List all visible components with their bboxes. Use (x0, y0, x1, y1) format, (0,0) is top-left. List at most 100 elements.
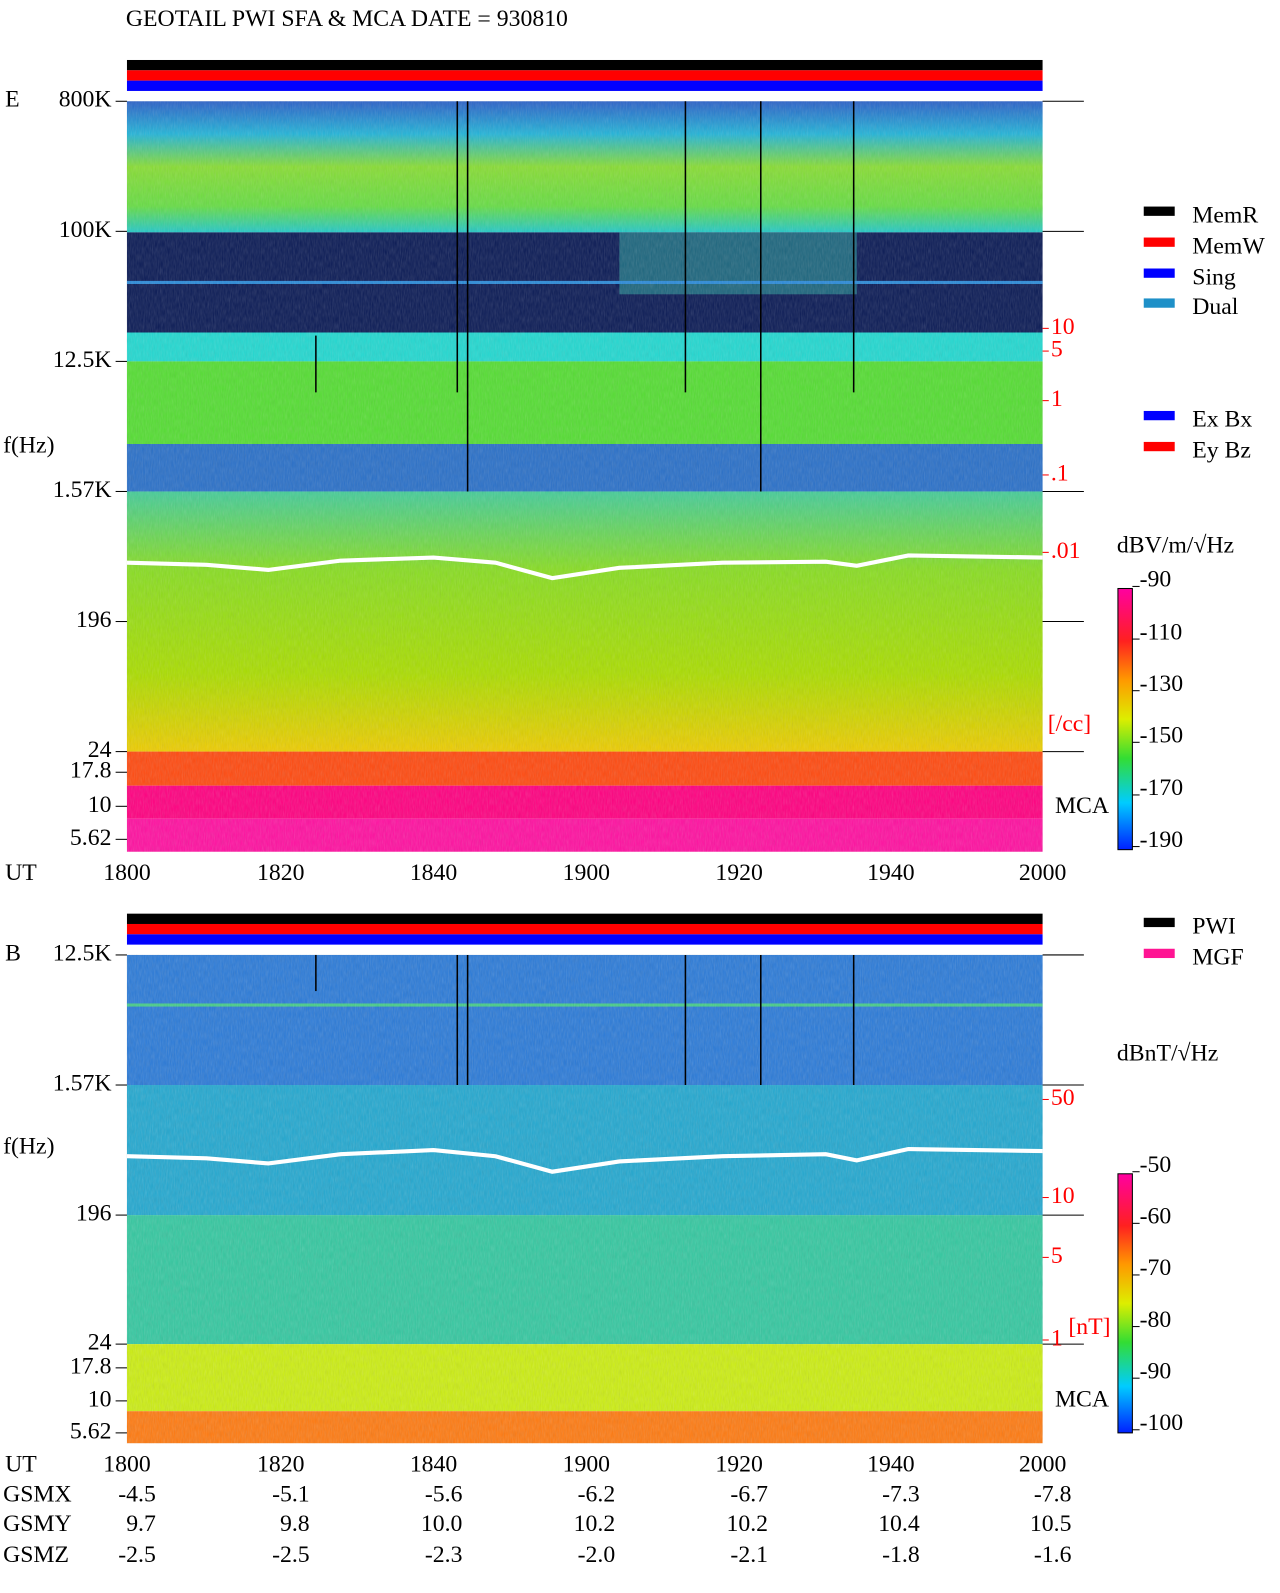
legend-swatch (1143, 268, 1175, 278)
orbit-value: -2.3 (425, 1542, 463, 1568)
colorbar-tick-label: -90 (1140, 567, 1172, 593)
orbit-value: -4.5 (118, 1481, 156, 1507)
orbit-value: 10.2 (574, 1511, 616, 1537)
density-unit: [nT] (1068, 1314, 1110, 1340)
colorbar-tick-label: -170 (1140, 775, 1184, 801)
freq-tick-label: 10 (88, 792, 112, 818)
freq-tick-label: 196 (76, 607, 112, 633)
legend-swatch (1143, 298, 1175, 308)
freq-tick-label: 196 (76, 1201, 112, 1227)
colorbar-tick-label: -60 (1140, 1204, 1172, 1230)
time-tick-label: 1800 (103, 860, 150, 886)
density-tick-label: 5 (1051, 337, 1063, 363)
orbit-value: 10.2 (726, 1511, 768, 1537)
orbit-value: -7.3 (882, 1481, 920, 1507)
orbit-value: 10.5 (1030, 1511, 1072, 1537)
legend-swatch (1143, 948, 1175, 959)
colorbar-unit: dBnT/√Hz (1117, 1041, 1218, 1067)
orbit-value: 10.4 (878, 1511, 920, 1537)
orbit-value: 10.0 (421, 1511, 463, 1537)
time-tick-label: 1940 (867, 1451, 914, 1477)
axis-label: f(Hz) (3, 433, 54, 459)
legend-swatch (1143, 441, 1175, 452)
time-axis-label: UT (5, 860, 37, 886)
legend-label: Ex Bx (1192, 407, 1252, 433)
orbit-value: -1.6 (1034, 1542, 1072, 1568)
time-tick-label: 1800 (103, 1451, 150, 1477)
orbit-value: -2.5 (272, 1542, 310, 1568)
legend-swatch (1143, 237, 1175, 247)
freq-tick-label: 24 (88, 737, 112, 763)
orbit-value: -2.0 (578, 1542, 616, 1568)
colorbar-tick-label: -150 (1140, 723, 1184, 749)
legend-label: MGF (1192, 945, 1243, 971)
colorbar-tick-label: -130 (1140, 671, 1184, 697)
density-tick-label: 1 (1051, 386, 1063, 412)
freq-tick-label: 17.8 (70, 1353, 112, 1379)
legend-label: Ey Bz (1192, 438, 1251, 464)
freq-tick-label: 5.62 (70, 825, 112, 851)
freq-tick-label: 17.8 (70, 758, 112, 784)
orbit-value: -1.8 (882, 1542, 920, 1568)
density-tick-label: .01 (1051, 538, 1081, 564)
density-tick-label: 5 (1051, 1243, 1063, 1269)
time-tick-label: 1840 (410, 860, 457, 886)
time-tick-label: 1820 (257, 1451, 304, 1477)
colorbar-b (1117, 1173, 1133, 1434)
legend-label: MemW (1192, 233, 1265, 259)
time-tick-label: 2000 (1019, 1451, 1066, 1477)
colorbar-e (1117, 587, 1133, 851)
colorbar-tick-label: -110 (1140, 619, 1183, 645)
freq-tick-label: 1.57K (53, 477, 112, 503)
time-tick-label: 1920 (715, 1451, 762, 1477)
legend-label: Sing (1192, 264, 1236, 290)
freq-tick-label: 12.5K (53, 940, 112, 966)
freq-tick-label: 24 (88, 1330, 112, 1356)
freq-tick-label: 10 (88, 1386, 112, 1412)
colorbar-tick-label: -70 (1140, 1255, 1172, 1281)
density-tick-label: 10 (1051, 314, 1075, 340)
time-tick-label: 1820 (257, 860, 304, 886)
freq-tick-label: 100K (59, 217, 112, 243)
density-tick-label: .1 (1051, 460, 1069, 486)
density-tick-label: 10 (1051, 1183, 1075, 1209)
freq-tick-label: 1.57K (53, 1070, 112, 1096)
legend-swatch (1143, 917, 1175, 928)
orbit-label: GSMZ (3, 1542, 69, 1568)
freq-tick-label: 12.5K (53, 347, 112, 373)
density-unit: [/cc] (1048, 711, 1091, 737)
density-tick-label: 1 (1051, 1325, 1063, 1351)
colorbar-unit: dBV/m/√Hz (1117, 533, 1234, 559)
spectrogram-b (126, 913, 1043, 1444)
time-tick-label: 2000 (1019, 860, 1066, 886)
legend-label: MemR (1192, 202, 1258, 228)
data-gaps (315, 101, 855, 1086)
orbit-value: -5.6 (425, 1481, 463, 1507)
orbit-value: 9.7 (126, 1511, 156, 1537)
freq-tick-label: 800K (59, 87, 112, 113)
mca-label: MCA (1055, 1386, 1109, 1412)
orbit-value: -2.1 (730, 1542, 768, 1568)
panel-label: B (5, 940, 21, 966)
time-tick-label: 1840 (410, 1451, 457, 1477)
orbit-label: GSMY (3, 1511, 72, 1537)
orbit-value: -7.8 (1034, 1481, 1072, 1507)
orbit-value: 9.8 (280, 1511, 310, 1537)
time-axis-label: UT (5, 1451, 37, 1477)
orbit-value: -6.7 (730, 1481, 768, 1507)
time-tick-label: 1920 (715, 860, 762, 886)
density-tick-label: 50 (1051, 1085, 1075, 1111)
mca-label: MCA (1055, 793, 1109, 819)
time-tick-label: 1900 (563, 860, 610, 886)
orbit-label: GSMX (3, 1481, 72, 1507)
colorbar-tick-label: -90 (1140, 1358, 1172, 1384)
legend-swatch (1143, 410, 1175, 421)
title: GEOTAIL PWI SFA & MCA DATE = 930810 (126, 6, 568, 32)
legend-label: PWI (1192, 914, 1236, 940)
time-tick-label: 1940 (867, 860, 914, 886)
orbit-value: -5.1 (272, 1481, 310, 1507)
legend-label: Dual (1192, 294, 1239, 320)
orbit-value: -2.5 (118, 1542, 156, 1568)
panel-label: E (5, 87, 20, 113)
